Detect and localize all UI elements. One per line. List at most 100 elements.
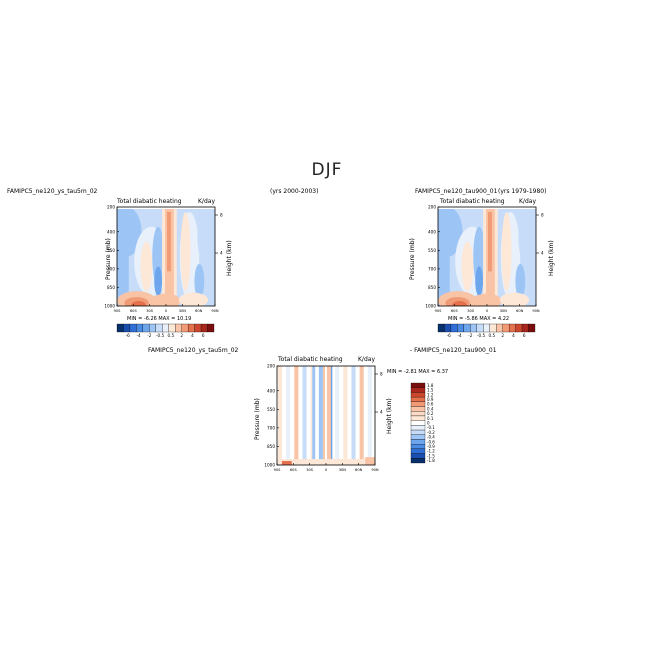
colorbar1-label: -4 [136, 333, 141, 338]
colorbar3-label: 0.2 [427, 411, 434, 416]
colorbar3-label: 1.2 [427, 392, 434, 397]
panel2-ytick-right-label: 4 [541, 251, 544, 256]
panel2-xtick-label: 60N [516, 309, 524, 313]
panel3-xtick-label: 30N [339, 468, 347, 472]
panel2-xtick-label: 30S [467, 309, 475, 313]
panel2-xtick-label: 60S [451, 309, 459, 313]
panel3-stats: MIN = -2.81 MAX = 6.37 [387, 369, 449, 375]
panel1-xtick-label: 60N [195, 309, 203, 313]
panel3-field [277, 366, 375, 465]
panel3-ytick-label: 1000 [264, 463, 275, 468]
colorbar1-label: 6 [202, 333, 205, 338]
panel3-ytick-label: 700 [267, 425, 275, 430]
colorbar2-label: 6 [523, 333, 526, 338]
panel2-case-label: FAMIPC5_ne120_tau900_01 [415, 188, 498, 195]
colorbar1-swatch [207, 323, 215, 333]
colorbar1-swatch [168, 323, 176, 333]
colorbar2-label: 4 [512, 333, 515, 338]
panel1-ytick-label: 400 [107, 229, 115, 234]
colorbar2-label: -4 [457, 333, 462, 338]
colorbar2-label: -2 [468, 333, 473, 338]
panel1-ytick-label: 200 [107, 205, 115, 210]
panel2-ytick-label: 1000 [425, 304, 436, 309]
colorbar3-label: 1.5 [427, 388, 434, 393]
colorbar3-swatch [410, 387, 426, 393]
panel2-xtick-label: 90S [435, 309, 443, 313]
panel2-years-label: (yrs 1979-1980) [498, 188, 547, 195]
colorbar3-swatch [410, 396, 426, 402]
colorbar2-label: 2 [501, 333, 504, 338]
panel1-ytick-label: 1000 [104, 304, 115, 309]
colorbar2-swatch [470, 323, 477, 333]
panel2-field [438, 207, 536, 306]
colorbar3-label: -0.1 [427, 425, 435, 430]
colorbar1-label: 4 [191, 333, 194, 338]
colorbar2-swatch [489, 323, 497, 333]
colorbar3-swatch [410, 415, 426, 421]
panel3-xtick-label: 90N [371, 468, 379, 472]
colorbar2-swatch [508, 323, 516, 333]
panel3-ytick-label: 850 [267, 444, 275, 449]
panel1-stats: MIN = -6.26 MAX = 10.19 [127, 316, 192, 322]
panel1-ytick-right-label: 8 [220, 213, 223, 218]
panel3-ytick-right-label: 8 [380, 372, 383, 377]
colorbar1-swatch [181, 323, 189, 333]
colorbar1-swatch [194, 323, 202, 333]
colorbar3-label: -1.5 [427, 453, 435, 458]
panel1-ytick-label: 700 [107, 266, 115, 271]
colorbar3-swatch [410, 406, 426, 412]
colorbar1-swatch [136, 323, 144, 333]
colorbar2-swatch [483, 323, 490, 333]
panel2-plot-title: Total diabatic heating [440, 198, 505, 205]
colorbar2-swatch [502, 323, 510, 333]
panel1-xtick-label: 30S [146, 309, 154, 313]
colorbar3-swatch [410, 429, 426, 435]
panel2-ytick-right-label: 8 [541, 213, 544, 218]
colorbar3-label: 0.6 [427, 402, 434, 407]
colorbar1-label: -0.5 [156, 333, 165, 338]
colorbar3-label: -1.8 [427, 458, 435, 463]
panel3-xtick-label: 60N [355, 468, 363, 472]
panel2-xtick-label: 0 [486, 309, 489, 313]
colorbar2-label: -6 [447, 333, 452, 338]
colorbar1-swatch [155, 323, 163, 333]
panel1-plot-title: Total diabatic heating [117, 198, 182, 205]
panel1-ylabel: Pressure (mb) [105, 238, 112, 280]
colorbar3-swatch [410, 425, 426, 431]
colorbar1-swatch [200, 323, 208, 333]
colorbar2-swatch [457, 323, 465, 333]
colorbar3-swatch [410, 382, 426, 388]
colorbar3-label: -0.2 [427, 430, 435, 435]
panel3-case-label-2: - FAMIPC5_ne120_tau900_01 [410, 347, 497, 354]
panel2-ytick-label: 200 [428, 205, 436, 210]
panel2-ytick-label: 850 [428, 285, 436, 290]
colorbar1-swatch [175, 323, 182, 333]
panel1-ytick-label: 850 [107, 285, 115, 290]
panel1-case-label: FAMIPC5_ne120_ys_tau5m_02 [7, 188, 98, 195]
panel1-xtick-label: 90S [114, 309, 122, 313]
panel2-xtick-label: 30N [500, 309, 508, 313]
colorbar3-label: -0.4 [427, 435, 435, 440]
panel1-xtick-label: 0 [165, 309, 168, 313]
panel2-ytick-label: 400 [428, 229, 436, 234]
colorbar2-swatch [437, 323, 445, 333]
colorbar3-label: 0.1 [427, 416, 434, 421]
colorbar2-swatch [450, 323, 458, 333]
panel1-ylabel-right: Height (km) [226, 240, 233, 276]
panel2-units: K/day [519, 198, 536, 205]
colorbar1-label: 2 [180, 333, 183, 338]
colorbar1-swatch [129, 323, 137, 333]
panel1-ytick-right-label: 4 [220, 251, 223, 256]
colorbar1-swatch [187, 323, 195, 333]
panel3-ylabel-right: Height (km) [386, 398, 393, 434]
colorbar1-swatch [116, 323, 124, 333]
panel3-ytick-label: 550 [267, 407, 275, 412]
panel2-ytick-label: 700 [428, 266, 436, 271]
colorbar2-label: -0.5 [477, 333, 486, 338]
colorbar3-swatch [410, 411, 426, 417]
panel2-ytick-label: 550 [428, 248, 436, 253]
colorbar3-label: -0.6 [427, 439, 435, 444]
colorbar3-swatch [410, 401, 426, 407]
panel3-case-label: FAMIPC5_ne120_ys_tau5m_02 [148, 347, 239, 354]
